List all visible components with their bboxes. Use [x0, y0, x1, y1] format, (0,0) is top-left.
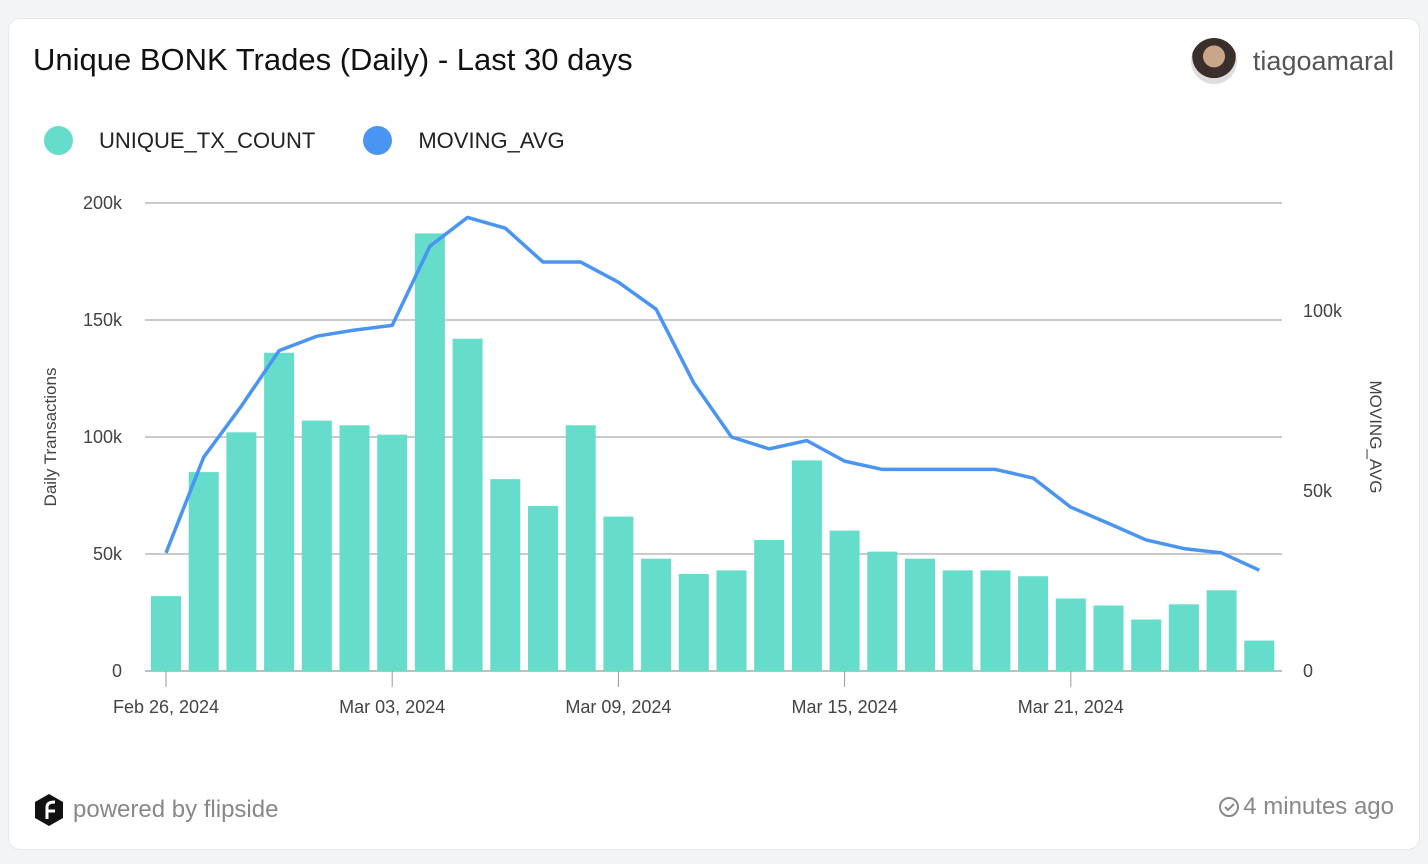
legend-item-moving-avg[interactable]: MOVING_AVG	[363, 126, 565, 155]
bar	[264, 352, 295, 671]
user-link[interactable]: tiagoamaral	[1190, 38, 1394, 84]
bar	[942, 570, 973, 671]
y-axis-label: Daily Transactions	[41, 368, 60, 507]
y-tick-label: 200k	[83, 193, 123, 213]
last-updated: 4 minutes ago	[1217, 793, 1394, 821]
bar	[414, 233, 445, 672]
bar	[151, 596, 181, 671]
legend-item-unique-tx-count[interactable]: UNIQUE_TX_COUNT	[44, 126, 315, 155]
bar	[1093, 605, 1124, 671]
avatar	[1190, 38, 1237, 84]
y-tick-label: 100k	[83, 427, 123, 447]
x-tick-label: Feb 26, 2024	[113, 697, 219, 717]
bar	[678, 573, 709, 671]
bar	[1168, 604, 1199, 671]
bar	[1244, 640, 1275, 671]
flipside-logo-icon	[35, 794, 63, 826]
x-tick-label: Mar 21, 2024	[1018, 697, 1124, 717]
x-tick-label: Mar 15, 2024	[792, 697, 898, 717]
bar	[754, 539, 785, 671]
bar	[377, 434, 408, 671]
legend-label: MOVING_AVG	[418, 127, 565, 153]
bar	[1131, 619, 1162, 671]
bar	[641, 558, 672, 671]
username: tiagoamaral	[1252, 45, 1394, 76]
bar	[226, 432, 257, 671]
y2-tick-label: 100k	[1303, 301, 1343, 321]
powered-by-text: powered by flipside	[73, 796, 279, 823]
bar	[490, 479, 521, 671]
y-tick-label: 50k	[93, 544, 123, 564]
legend-dot	[44, 126, 73, 155]
moving-avg-line	[164, 215, 1261, 572]
bar	[301, 420, 332, 671]
x-tick-label: Mar 09, 2024	[565, 697, 671, 717]
bar	[1055, 598, 1086, 671]
y2-axis-label: MOVING_AVG	[1366, 380, 1385, 493]
bar	[905, 558, 935, 671]
powered-by-link[interactable]: powered by flipside	[33, 793, 278, 827]
bar	[339, 425, 370, 671]
bar	[791, 460, 822, 671]
bar	[980, 570, 1011, 671]
bar	[1206, 590, 1237, 671]
y-tick-label: 0	[112, 661, 122, 681]
y-tick-label: 150k	[83, 310, 123, 330]
bar	[528, 506, 558, 671]
legend-dot	[363, 126, 393, 155]
bar	[452, 338, 483, 671]
check-circle-icon	[1219, 797, 1240, 817]
legend: UNIQUE_TX_COUNT MOVING_AVG	[44, 126, 565, 155]
bar	[867, 551, 898, 671]
bar	[1018, 576, 1049, 671]
legend-label: UNIQUE_TX_COUNT	[99, 127, 316, 153]
updated-text: 4 minutes ago	[1243, 793, 1394, 820]
bar	[716, 570, 747, 671]
page-title: Unique BONK Trades (Daily) - Last 30 day…	[33, 42, 633, 77]
y2-tick-label: 0	[1303, 661, 1313, 681]
bar	[565, 425, 596, 671]
bar	[603, 516, 634, 671]
bar	[188, 472, 219, 671]
x-tick-label: Mar 03, 2024	[339, 697, 445, 717]
bar	[829, 530, 860, 671]
y2-tick-label: 50k	[1303, 481, 1333, 501]
